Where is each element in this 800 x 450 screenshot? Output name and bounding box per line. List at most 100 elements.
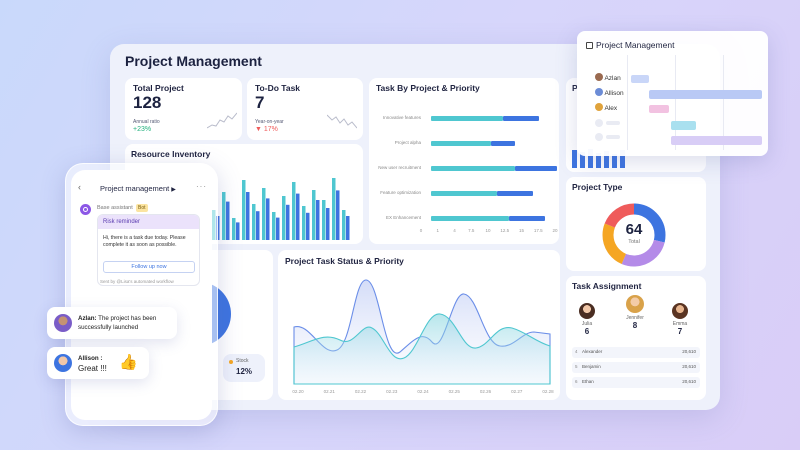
total-project-card[interactable]: Total Project 128 Annual ratio +23%	[125, 78, 242, 140]
assignee-name: Emma	[672, 321, 688, 327]
table-row[interactable]: 6 Ethan 20,610	[572, 377, 700, 388]
x-tick-label: 02.23	[386, 389, 398, 394]
task-assignment-title: Task Assignment	[572, 281, 642, 291]
back-chevron-icon[interactable]: ‹	[78, 182, 81, 192]
todo-task-card[interactable]: To-Do Task 7 Year-on-year ▼ 17%	[247, 78, 363, 140]
resource-bar-teal	[312, 190, 316, 240]
y-tick-label: Project alpha	[395, 140, 422, 145]
bar-series-2[interactable]	[497, 191, 533, 196]
x-tick-label: 02.25	[449, 389, 461, 394]
resource-bar-blue	[256, 211, 260, 240]
dashboard-title: Project Management	[125, 53, 262, 69]
assignee-count: 7	[677, 327, 683, 336]
table-row[interactable]: 5 Benjamin 20,610	[572, 362, 700, 373]
bar-series-2[interactable]	[509, 216, 545, 221]
project-type-donut	[602, 203, 666, 267]
bar-series-1[interactable]	[431, 191, 497, 196]
thumbs-up-icon: 👍	[119, 354, 138, 371]
chat-message: Azlan: The project has been successfully…	[78, 315, 174, 332]
resource-bar-blue	[336, 190, 340, 240]
gantt-bar[interactable]	[649, 90, 762, 99]
project-type-card[interactable]: Project Type 64 Total	[566, 177, 706, 271]
x-tick-label: 02.28	[542, 389, 554, 394]
row-name: Alexander	[582, 349, 603, 354]
chat-bubble-allison[interactable]: Allison : Great !!! 👍	[47, 347, 149, 379]
bar-series-1[interactable]	[431, 116, 503, 121]
resource-bar-blue	[246, 192, 250, 240]
gantt-window[interactable]: Project Management Azlan Allison Alex	[577, 31, 768, 156]
bar-series-1[interactable]	[431, 216, 509, 221]
row-rank: 6	[575, 379, 578, 384]
gantt-bar[interactable]	[631, 75, 649, 83]
caret-right-icon: ▶	[171, 187, 176, 193]
resource-bar-teal	[342, 210, 346, 240]
gantt-person-alex[interactable]: Alex	[595, 103, 617, 112]
resource-bar-blue	[316, 200, 320, 240]
task-assignment-card[interactable]: Task Assignment Julia 6 Jennifer 8 Emma …	[566, 276, 706, 400]
gantt-placeholder-text	[606, 135, 620, 139]
bar-series-2[interactable]	[515, 166, 557, 171]
todo-task-value: 7	[255, 93, 265, 112]
avatar	[626, 295, 644, 313]
gantt-bar[interactable]	[671, 136, 762, 145]
bar-series-1[interactable]	[431, 166, 515, 171]
y-tick-label: EX Enhancement	[386, 215, 422, 220]
gantt-bar[interactable]	[649, 105, 669, 113]
avatar	[595, 103, 603, 111]
project-type-total-value: 64	[625, 221, 643, 238]
row-rank: 5	[575, 364, 578, 369]
assignee-count: 8	[632, 321, 638, 330]
chat-text: The project has been successfully launch…	[78, 315, 157, 331]
chat-author: Azlan:	[78, 315, 97, 322]
x-tick-label: 02.26	[480, 389, 492, 394]
avatar	[672, 303, 688, 319]
task-status-card[interactable]: Project Task Status & Priority 02.20 02.2…	[278, 250, 560, 400]
area-series-teal	[293, 313, 551, 385]
task-by-project-chart: Innovative features Project alpha New user…	[378, 115, 558, 233]
risk-reminder-text: Hi, there is a task due today. Please co…	[103, 235, 186, 249]
resource-bar-teal	[252, 204, 256, 240]
more-options-icon[interactable]: ···	[196, 182, 207, 191]
gantt-placeholder-avatar	[595, 133, 603, 141]
gantt-person-azlan[interactable]: Azlan	[595, 73, 621, 82]
resource-bar-blue	[266, 198, 270, 240]
resource-bar-teal	[262, 188, 266, 240]
bar-series-1[interactable]	[431, 141, 491, 146]
x-tick-label: 02.22	[355, 389, 367, 394]
project-type-title: Project Type	[572, 182, 623, 192]
y-tick-label: Feature optimization	[380, 190, 421, 195]
resource-bar-teal	[232, 218, 236, 240]
todo-task-caption: Year-on-year	[255, 119, 284, 125]
assignee-jennifer[interactable]: Jennifer 8	[621, 295, 649, 330]
table-row[interactable]: 4 Alexander 20,610	[572, 347, 700, 358]
resource-bar-blue	[296, 193, 300, 240]
avatar	[595, 73, 603, 81]
gantt-person-allison[interactable]: Allison	[595, 88, 624, 97]
task-by-project-title: Task By Project & Priority	[376, 83, 480, 93]
gantt-placeholder-text	[606, 121, 620, 125]
chat-bubble-azlan[interactable]: Azlan: The project has been successfully…	[47, 307, 177, 339]
x-tick-label: 20	[552, 228, 558, 233]
x-tick-label: 02.24	[417, 389, 429, 394]
gantt-header: Project Management	[586, 40, 674, 50]
phone-title-text: Project management	[100, 184, 170, 193]
chat-text: Great !!!	[78, 364, 107, 373]
resource-inventory-card[interactable]: Resource Inventory	[125, 144, 363, 244]
total-project-caption: Annual ratio	[133, 119, 160, 125]
total-project-value: 128	[133, 93, 162, 112]
resource-bar-teal	[282, 196, 286, 240]
bar-series-2[interactable]	[503, 116, 539, 121]
row-value: 20,610	[682, 379, 696, 384]
follow-up-button[interactable]: Follow up now	[103, 261, 195, 273]
x-tick-label: 1	[436, 228, 439, 233]
task-by-project-card[interactable]: Task By Project & Priority Innovative fe…	[369, 78, 559, 244]
assignee-emma[interactable]: Emma 7	[669, 303, 691, 336]
x-tick-label: 0	[420, 228, 423, 233]
assignee-julia[interactable]: Julia 6	[576, 303, 598, 336]
bar-series-2[interactable]	[491, 141, 515, 146]
risk-reminder-card[interactable]: Risk reminder Hi, there is a task due to…	[97, 214, 200, 286]
phone-title[interactable]: Project management ▶	[100, 184, 176, 193]
total-project-title: Total Project	[133, 83, 184, 93]
resource-bar-blue	[306, 212, 310, 240]
gantt-bar[interactable]	[671, 121, 696, 130]
